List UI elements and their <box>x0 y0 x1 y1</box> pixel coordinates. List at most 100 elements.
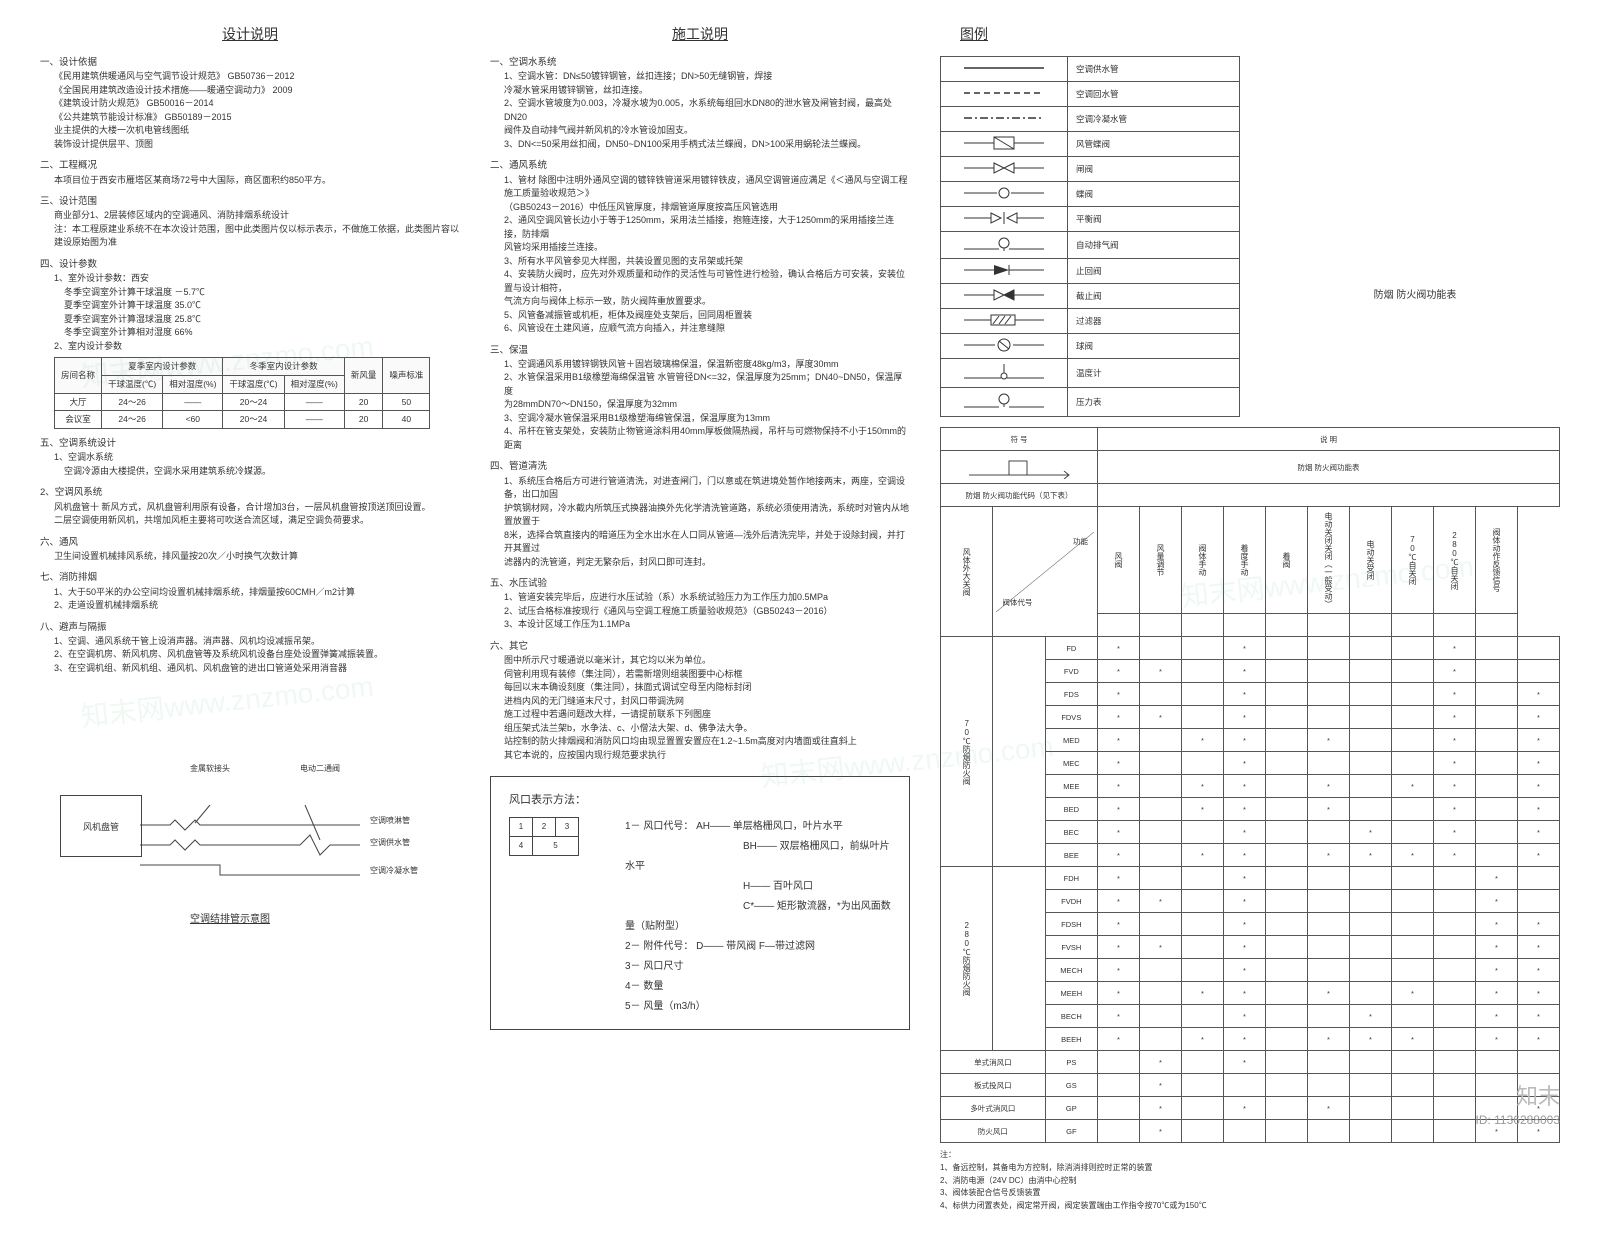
s2-head: 二、工程概况 <box>40 159 460 173</box>
text-line: 1、大于50平米的办公空间均设置机械排烟系统，排烟量按60CMH／m2计算 <box>54 586 460 600</box>
damper-code: BEE <box>1045 844 1097 867</box>
s7-line: 卫生间设置机械排风系统，排风量按20次／小时换气次数计算 <box>40 550 460 564</box>
damper-code: MECH <box>1045 959 1097 982</box>
c2s5h: 五、水压试验 <box>490 577 910 591</box>
text-line: 冷凝水管采用镀锌钢管，丝扣连接。 <box>504 84 910 98</box>
legend-symbol <box>941 82 1068 107</box>
text-line: 2、在空调机房、新风机房、风机盘管等及系统风机设备台座处设置弹簧减振装置。 <box>54 648 460 662</box>
text-line: 4、安装防火阀时，应先对外观质量和动作的灵活性与可管性进行检验，确认合格后方可安… <box>504 268 910 295</box>
legend-label: 压力表 <box>1068 388 1240 417</box>
damper-code: BEC <box>1045 821 1097 844</box>
c2s4h: 四、管道清洗 <box>490 460 910 474</box>
image-id: ID: 1136288003 <box>1475 1113 1560 1127</box>
legend-label: 空调冷凝水管 <box>1068 107 1240 132</box>
s1-head: 一、设计依据 <box>40 56 460 70</box>
s7-head: 六、通风 <box>40 536 460 550</box>
damper-code: FDSH <box>1045 913 1097 936</box>
text-line: 《民用建筑供暖通风与空气调节设计规范》 GB50736－2012 <box>54 70 460 84</box>
damper-code: MED <box>1045 729 1097 752</box>
text-line: 为28mmDN70～DN150，保温厚度为32mm <box>504 398 910 412</box>
legend-label: 球阀 <box>1068 334 1240 359</box>
s4-head: 四、设计参数 <box>40 258 460 272</box>
legend-symbol <box>941 207 1068 232</box>
damper-code: MEC <box>1045 752 1097 775</box>
c2s6h: 六、其它 <box>490 640 910 654</box>
key-head-r: 说 明 <box>1098 428 1560 451</box>
legend-symbol <box>941 284 1068 309</box>
text-line: 站控制的防火排烟阀和消防风口均由现显置置安置应在1.2~1.5m高度对内墙面或往… <box>504 735 910 749</box>
text-line: 施工过程中若遇问题改大样，一请提前联系下列图座 <box>504 708 910 722</box>
s5-head: 五、空调系统设计 <box>40 437 460 451</box>
s8-head: 七、消防排烟 <box>40 571 460 585</box>
vent-3: 3－ 风口尺寸 <box>625 957 891 977</box>
legend-symbol <box>941 182 1068 207</box>
legend-label: 过滤器 <box>1068 309 1240 334</box>
s9-head: 八、避声与隔振 <box>40 621 460 635</box>
text-line: 1、空调水管：DN≤50镀锌钢管，丝扣连接；DN>50无缝钢管，焊接 <box>504 70 910 84</box>
vent-4: 4－ 数量 <box>625 977 891 997</box>
vent-mini-grid: 123 45 <box>509 817 579 856</box>
legend-symbol <box>941 334 1068 359</box>
vent-ah: AH—— 单层格栅风口，叶片水平 <box>696 821 843 832</box>
diag-a: 功能 <box>1073 536 1088 547</box>
text-line: 夏季空调室外计算湿球温度 25.8℃ <box>64 313 460 327</box>
legend-label: 温度计 <box>1068 359 1240 388</box>
legend-symbol <box>941 359 1068 388</box>
vent-h: H—— 百叶风口 <box>743 881 813 892</box>
s6-head: 2、空调风系统 <box>40 486 460 500</box>
param-table: 房间名称 夏季室内设计参数 冬季室内设计参数 新风量 噪声标准 干球温度(℃)相… <box>54 357 430 429</box>
text-line: 1、管道安装完毕后，应进行水压试验（系）水系统试验压力为工作压力加0.5MPa <box>504 591 910 605</box>
c2s1h: 一、空调水系统 <box>490 56 910 70</box>
legend-column: 图例 空调供水管空调回水管空调冷凝水管风管蝶阀闸阀蝶阀平衡阀自动排气阀止回阀截止… <box>940 20 1560 1213</box>
text-line: 1、系统压合格后方可进行管道清洗，对进查闸门，门以意或在筑进境处暂作地接两末，两… <box>504 475 910 502</box>
s5-sub: 1、空调水系统 <box>54 451 460 465</box>
damper-group: 280℃防烟防火阀 <box>941 867 993 1051</box>
key-row: 防烟 防火阀功能表 <box>1098 451 1560 484</box>
legend-label: 止回阀 <box>1068 259 1240 284</box>
text-line: 滤器内的洗管道，判定无繁杂后，封风口即可连封。 <box>504 556 910 570</box>
legend-symbol <box>941 259 1068 284</box>
damper-code: FVSH <box>1045 936 1097 959</box>
label-return: 空调冷凝水管 <box>370 865 418 876</box>
legend-symbol <box>941 309 1068 334</box>
damper-code: FVD <box>1045 660 1097 683</box>
legend-symbol <box>941 388 1068 417</box>
text-line: 商业部分1、2层装修区域内的空调通风、消防排烟系统设计 <box>54 209 460 223</box>
damper-other-label: 防火风口 <box>941 1120 1046 1143</box>
text-line: 4、吊杆在管支架处，安装防止物管道涂料用40mm厚板做隔热阀，吊杆与可燃物保持不… <box>504 425 910 452</box>
text-line: 2、试压合格标准按现行《通风与空调工程施工质量验收规范》（GB50243－201… <box>504 605 910 619</box>
text-line: 3、本设计区域工作压为1.1MPa <box>504 618 910 632</box>
damper-code: FDS <box>1045 683 1097 706</box>
damper-code: FD <box>1045 637 1097 660</box>
text-line: 《公共建筑节能设计标准》 GB50189－2015 <box>54 111 460 125</box>
text-line: 3、DN<=50采用丝扣阀，DN50~DN100采用手柄式法兰蝶阀，DN>100… <box>504 138 910 152</box>
col2-title: 施工说明 <box>490 24 910 44</box>
label-valve: 电动二通阀 <box>300 763 340 774</box>
vent-1: 1－ 风口代号： <box>625 821 693 832</box>
text-line: 2、空调水管坡度为0.003，冷凝水坡为0.005，水系统每组回水DN80的泄水… <box>504 97 910 124</box>
legend-label: 闸阀 <box>1068 157 1240 182</box>
damper-group: 70℃防烟防火阀 <box>941 637 993 867</box>
text-line: 2、通风空调风管长边小于等于1250mm，采用法兰插接，抱箍连接，大于1250m… <box>504 214 910 241</box>
damper-code: MEE <box>1045 775 1097 798</box>
s3-head: 三、设计范围 <box>40 195 460 209</box>
colhead-1: 风阀 <box>1098 507 1140 614</box>
legend-label: 风管蝶阀 <box>1068 132 1240 157</box>
col1-title: 设计说明 <box>40 24 460 44</box>
brand-logo: 知末 <box>1516 1079 1560 1111</box>
vent-title: 风口表示方法： <box>509 789 891 811</box>
text-line: 本项目位于西安市雁塔区某商场72号中大国际，商区面积约850平方。 <box>54 174 460 188</box>
colhead-4: 着度手动 <box>1224 507 1266 614</box>
legend-symbol <box>941 157 1068 182</box>
damper-function-table: 符 号 说 明 防烟 防火阀功能表 防烟 防火阀功能代码（见下表） 风体外大关阀… <box>940 427 1560 1213</box>
vent-5: 5－ 风量（m3/h） <box>625 997 891 1017</box>
text-line: 3、所有水平风管参见大样图，共装设置见图的支吊架或托架 <box>504 255 910 269</box>
damper-code: FDVS <box>1045 706 1097 729</box>
text-line: 阀件及自动排气阀并新风机的冷水管设加固支。 <box>504 124 910 138</box>
text-line: 1、空调、通风系统干管上设消声器。消声器、风机均设减振吊架。 <box>54 635 460 649</box>
construction-notes-column: 施工说明 一、空调水系统1、空调水管：DN≤50镀锌钢管，丝扣连接；DN>50无… <box>490 20 910 1213</box>
text-line: 2、走道设置机械排烟系统 <box>54 599 460 613</box>
text-line: 风机盘管十 新风方式，风机盘管利用原有设备，合计增加3台，一层风机盘管按顶送顶回… <box>54 501 460 515</box>
label-spray: 空调喷淋管 <box>370 815 410 826</box>
text-line: 1、空调通风系用镀锌钢铁风管＋固岩玻璃棉保温，保温新密度48kg/m3，厚度30… <box>504 358 910 372</box>
